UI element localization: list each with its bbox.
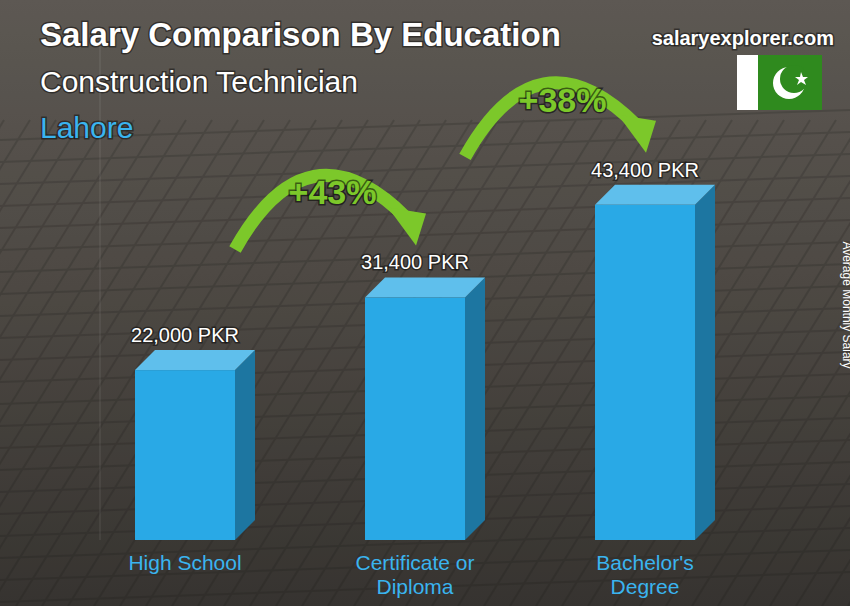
category-label: High School (128, 551, 241, 574)
flag-star (795, 72, 808, 85)
subtitle: Construction Technician (40, 65, 358, 98)
arrow-head (618, 115, 656, 153)
category-label-line: High School (128, 551, 241, 574)
bar-top (595, 185, 715, 205)
bar-side (695, 185, 715, 540)
bar-top (365, 277, 485, 297)
bar-top (135, 350, 255, 370)
location: Lahore (40, 111, 133, 144)
background (0, 0, 850, 606)
data-label: 22,000 PKR (131, 324, 239, 346)
category-label-line: Bachelor's (596, 551, 693, 574)
annotation: +43% (289, 173, 377, 211)
category-label: Bachelor'sDegree (596, 551, 693, 598)
background-dim (0, 0, 850, 606)
annotation: +38% (519, 81, 607, 119)
bar (135, 350, 255, 540)
flag-crescent-cut (780, 65, 808, 93)
category-label-line: Certificate or (355, 551, 474, 574)
flag-green (758, 55, 822, 110)
bars (135, 185, 715, 540)
bar (365, 277, 485, 540)
bar-front (135, 370, 235, 540)
data-label: 31,400 PKR (361, 251, 469, 273)
title: Salary Comparison By Education (40, 16, 561, 53)
bar (595, 185, 715, 540)
data-label: 43,400 PKR (591, 159, 699, 181)
bar-front (365, 297, 465, 540)
y-axis-label: Average Monthly Salary (840, 241, 850, 368)
category-label-line: Diploma (376, 575, 453, 598)
chart: Salary Comparison By Education Constructi… (0, 0, 850, 606)
flag (737, 55, 822, 110)
flag-white (737, 55, 822, 110)
bar-side (465, 277, 485, 540)
category-label: Certificate orDiploma (355, 551, 474, 598)
category-label-line: Degree (611, 575, 680, 598)
value-axis (100, 38, 101, 540)
source: salaryexplorer.com (652, 27, 834, 49)
bar-side (235, 350, 255, 540)
bar-front (595, 205, 695, 540)
arrow-head (388, 207, 426, 245)
